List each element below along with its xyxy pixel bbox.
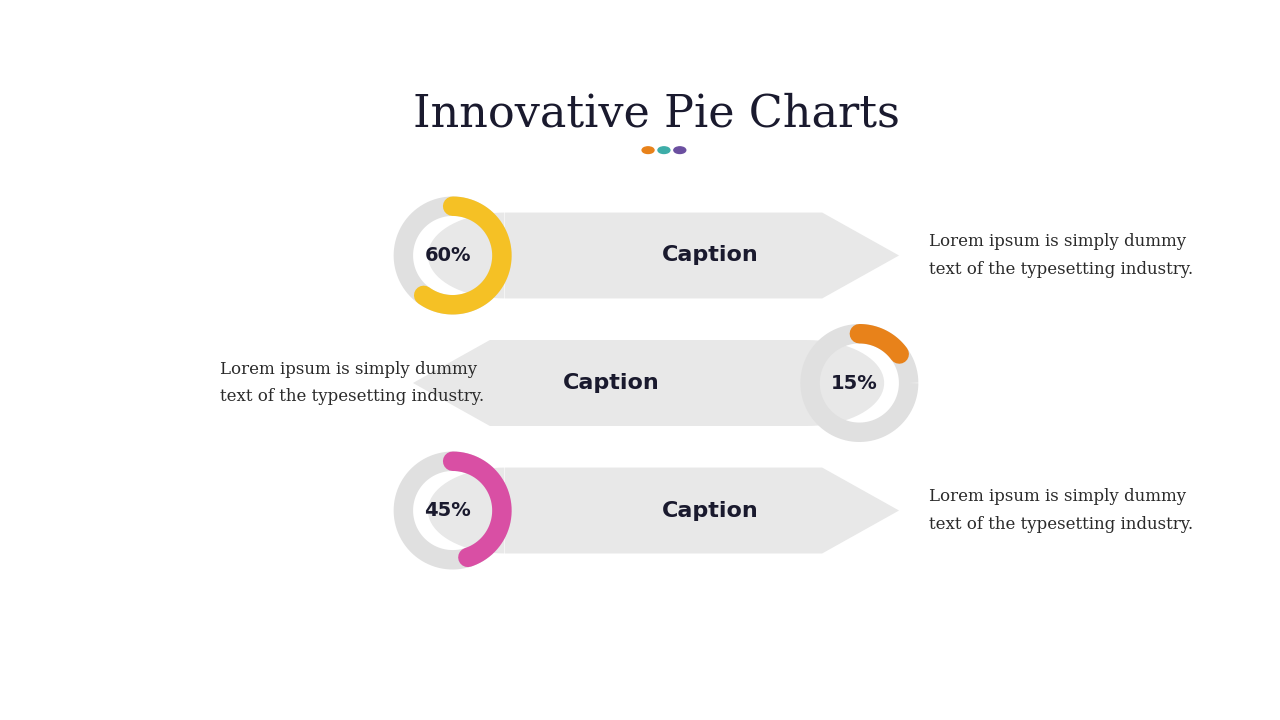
Circle shape	[658, 147, 669, 153]
Text: Caption: Caption	[662, 500, 759, 521]
Circle shape	[673, 147, 686, 153]
Text: Lorem ipsum is simply dummy
text of the typesetting industry.: Lorem ipsum is simply dummy text of the …	[929, 488, 1193, 533]
Text: 45%: 45%	[424, 501, 471, 520]
Circle shape	[643, 147, 654, 153]
Polygon shape	[428, 467, 899, 554]
Text: Caption: Caption	[563, 373, 659, 393]
Polygon shape	[413, 340, 884, 426]
Text: Innovative Pie Charts: Innovative Pie Charts	[412, 93, 900, 135]
Text: Caption: Caption	[662, 246, 759, 266]
Text: 60%: 60%	[425, 246, 471, 265]
Text: 15%: 15%	[831, 374, 878, 392]
Text: Lorem ipsum is simply dummy
text of the typesetting industry.: Lorem ipsum is simply dummy text of the …	[220, 361, 484, 405]
Text: Lorem ipsum is simply dummy
text of the typesetting industry.: Lorem ipsum is simply dummy text of the …	[929, 233, 1193, 278]
Polygon shape	[428, 212, 899, 299]
